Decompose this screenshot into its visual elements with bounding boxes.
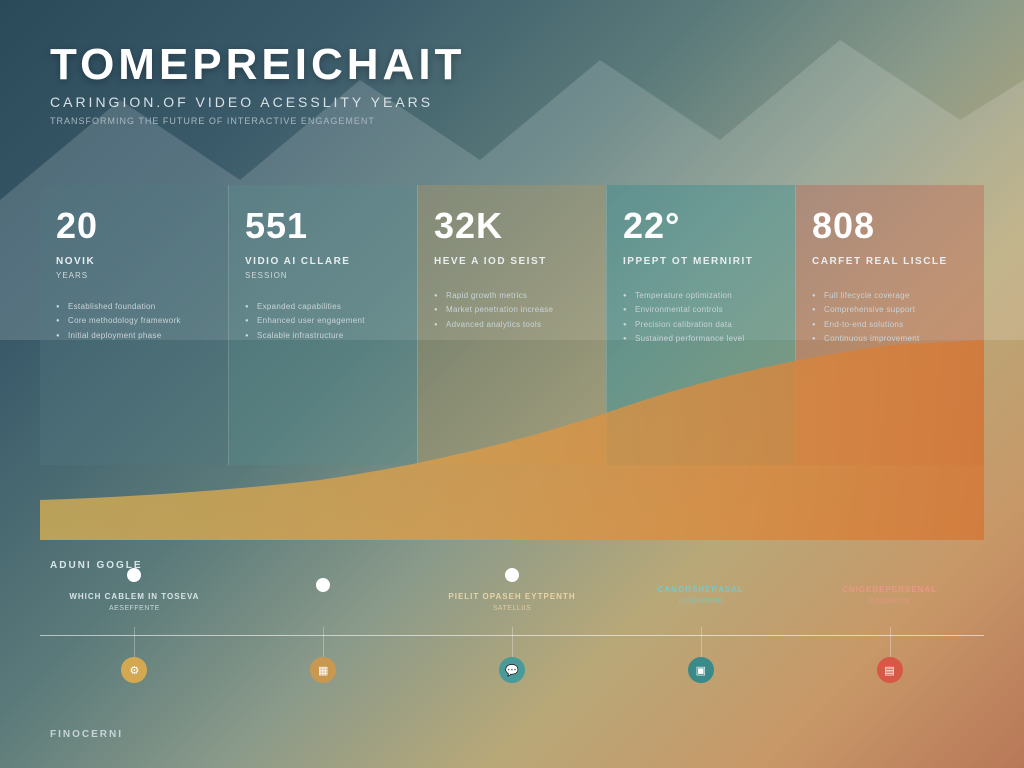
timeline-milestone-4: CNIGEREPERSENAL CAOGRTIN	[795, 575, 984, 604]
stat-card-4: 808 CARFET REAL LISCLE Full lifecycle co…	[795, 185, 984, 465]
stat-value: 808	[812, 205, 968, 247]
stat-card-3: 22° IPPEPT OT MERNIRIT Temperature optim…	[606, 185, 795, 465]
tagline: TRANSFORMING THE FUTURE OF INTERACTIVE E…	[50, 116, 974, 126]
stat-value: 22°	[623, 205, 779, 247]
timeline-icon-badge: ▤	[877, 657, 903, 683]
bullet-item: Environmental controls	[623, 303, 779, 317]
milestone-dot	[127, 568, 141, 582]
timeline-icon-0: ⚙	[40, 657, 229, 683]
bullet-list: Temperature optimizationEnvironmental co…	[623, 289, 779, 347]
stat-label: VIDIO AI CLLARE	[245, 255, 401, 269]
timeline-icon-badge: ▦	[310, 657, 336, 683]
bullet-item: Comprehensive support	[812, 303, 968, 317]
milestone-sublabel: AESEFFENTE	[40, 605, 229, 612]
timeline-icon-1: ▦	[229, 657, 418, 683]
header: TOMEPREICHAIT CARINGION.OF VIDEO ACESSLI…	[50, 40, 974, 126]
bullet-item: Advanced analytics tools	[434, 318, 590, 332]
timeline-milestone-1	[229, 578, 418, 602]
bullet-item: Core methodology framework	[56, 314, 212, 328]
bullet-item: Market penetration increase	[434, 303, 590, 317]
stat-sublabel: SESSION	[245, 271, 401, 280]
milestone-label: CANORSHERASAL	[606, 585, 795, 595]
timeline-icon-4: ▤	[795, 657, 984, 683]
bullet-item: Continuous improvement	[812, 332, 968, 346]
bullet-item: Enhanced user engagement	[245, 314, 401, 328]
timeline: WHICH CABLEM IN TOSEVA AESEFFENTE PIELIT O…	[40, 560, 984, 710]
stat-value: 551	[245, 205, 401, 247]
timeline-milestone-2: PIELIT OPASEH EYTPENTH SATELLIIS	[418, 568, 607, 611]
milestone-sublabel: SATELLIIS	[418, 605, 607, 612]
stat-card-1: 551 VIDIO AI CLLARE SESSION Expanded cap…	[228, 185, 417, 465]
footer-label: FINOCERNI	[50, 729, 123, 740]
milestone-sublabel: INFERASER	[606, 598, 795, 605]
stat-card-2: 32K HEVE A IOD SEIST Rapid growth metric…	[417, 185, 606, 465]
timeline-icon-badge: 💬	[499, 657, 525, 683]
bullet-item: Sustained performance level	[623, 332, 779, 346]
milestone-dot	[505, 568, 519, 582]
timeline-icon-badge: ⚙	[121, 657, 147, 683]
bullet-item: Established foundation	[56, 300, 212, 314]
milestone-label: CNIGEREPERSENAL	[795, 585, 984, 595]
milestone-sublabel: CAOGRTIN	[795, 598, 984, 605]
bullet-item: Temperature optimization	[623, 289, 779, 303]
bullet-list: Rapid growth metricsMarket penetration i…	[434, 289, 590, 332]
bullet-item: Scalable infrastructure	[245, 329, 401, 343]
stat-sublabel: YEARS	[56, 271, 212, 280]
stat-value: 20	[56, 205, 212, 247]
bullet-item: Initial deployment phase	[56, 329, 212, 343]
timeline-icon-3: ▣	[606, 657, 795, 683]
bullet-item: End-to-end solutions	[812, 318, 968, 332]
timeline-icon-badge: ▣	[688, 657, 714, 683]
stat-label: CARFET REAL LISCLE	[812, 255, 968, 269]
stat-label: NOVIK	[56, 255, 212, 269]
stat-label: IPPEPT OT MERNIRIT	[623, 255, 779, 269]
bullet-list: Full lifecycle coverageComprehensive sup…	[812, 289, 968, 347]
bullet-item: Rapid growth metrics	[434, 289, 590, 303]
stat-cards-row: 20 NOVIK YEARS Established foundationCor…	[40, 185, 984, 465]
main-title: TOMEPREICHAIT	[50, 40, 974, 90]
timeline-milestone-0: WHICH CABLEM IN TOSEVA AESEFFENTE	[40, 568, 229, 611]
milestone-label: PIELIT OPASEH EYTPENTH	[418, 592, 607, 602]
milestone-dot	[316, 578, 330, 592]
stat-card-0: 20 NOVIK YEARS Established foundationCor…	[40, 185, 228, 465]
timeline-icon-2: 💬	[418, 657, 607, 683]
bullet-item: Precision calibration data	[623, 318, 779, 332]
timeline-milestone-3: CANORSHERASAL INFERASER	[606, 575, 795, 604]
bullet-item: Expanded capabilities	[245, 300, 401, 314]
bullet-item: Full lifecycle coverage	[812, 289, 968, 303]
bullet-list: Expanded capabilitiesEnhanced user engag…	[245, 300, 401, 343]
bullet-list: Established foundationCore methodology f…	[56, 300, 212, 343]
stat-value: 32K	[434, 205, 590, 247]
milestone-label: WHICH CABLEM IN TOSEVA	[40, 592, 229, 602]
subtitle: CARINGION.OF VIDEO ACESSLITY YEARS	[50, 94, 974, 110]
stat-label: HEVE A IOD SEIST	[434, 255, 590, 269]
